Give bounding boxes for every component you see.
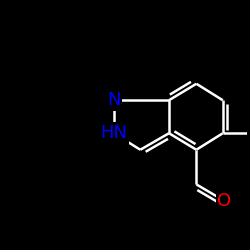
Text: N: N — [107, 91, 121, 109]
Text: O: O — [217, 192, 232, 210]
Text: HN: HN — [100, 124, 128, 142]
